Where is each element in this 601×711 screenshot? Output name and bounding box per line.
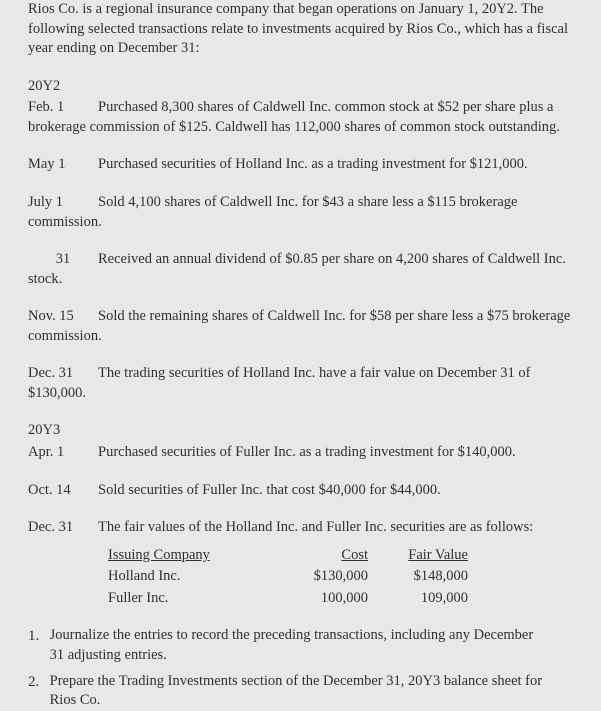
date: Oct. 14	[28, 481, 98, 501]
question-number: 2.	[28, 672, 46, 692]
entry-text: Purchased 8,300 shares of Caldwell Inc. …	[98, 99, 553, 115]
entry-text-cont: brokerage commission of $125. Caldwell h…	[28, 119, 560, 135]
entry-apr1: Apr. 1Purchased securities of Fuller Inc…	[28, 443, 573, 463]
cell: $130,000	[278, 567, 398, 587]
entry-text: Purchased securities of Fuller Inc. as a…	[98, 444, 516, 460]
question-number: 1.	[28, 626, 46, 646]
th-fair-value: Fair Value	[398, 546, 518, 566]
entry-jul1: July 1Sold 4,100 shares of Caldwell Inc.…	[28, 193, 573, 232]
date: Feb. 1	[28, 98, 98, 118]
entry-jul31: 31Received an annual dividend of $0.85 p…	[28, 250, 573, 289]
fair-value-table: Issuing Company Cost Fair Value Holland …	[108, 546, 573, 609]
cell: 100,000	[278, 589, 398, 609]
intro-paragraph: Rios Co. is a regional insurance company…	[28, 0, 573, 59]
entry-text: Sold the remaining shares of Caldwell In…	[98, 308, 570, 324]
question-1: 1. Journalize the entries to record the …	[28, 626, 573, 665]
year-20y3: 20Y3	[28, 421, 573, 441]
date: Apr. 1	[28, 443, 98, 463]
entry-text: The trading securities of Holland Inc. h…	[28, 365, 530, 401]
entry-dec31-y3: Dec. 31The fair values of the Holland In…	[28, 518, 573, 538]
question-2: 2. Prepare the Trading Investments secti…	[28, 672, 573, 711]
th-issuing-company: Issuing Company	[108, 546, 278, 566]
entry-text: The fair values of the Holland Inc. and …	[98, 519, 533, 535]
entry-text: Received an annual dividend of $0.85 per…	[98, 251, 566, 267]
entry-text: Purchased securities of Holland Inc. as …	[98, 156, 528, 172]
entry-feb1: Feb. 1Purchased 8,300 shares of Caldwell…	[28, 98, 573, 137]
entry-text-cont: stock.	[28, 271, 62, 287]
entry-text-cont: commission.	[28, 214, 102, 230]
entry-dec31-y2: Dec. 31The trading securities of Holland…	[28, 364, 573, 403]
cell: $148,000	[398, 567, 518, 587]
entry-oct14: Oct. 14Sold securities of Fuller Inc. th…	[28, 481, 573, 501]
question-text: Journalize the entries to record the pre…	[50, 626, 550, 665]
entry-text: Sold 4,100 shares of Caldwell Inc. for $…	[98, 194, 517, 210]
date: July 1	[28, 193, 98, 213]
year-20y2: 20Y2	[28, 77, 573, 97]
cell: Fuller Inc.	[108, 589, 278, 609]
cell: Holland Inc.	[108, 567, 278, 587]
date: Nov. 15	[28, 307, 98, 327]
question-text: Prepare the Trading Investments section …	[50, 672, 550, 711]
questions-list: 1. Journalize the entries to record the …	[28, 626, 573, 710]
entry-nov15: Nov. 15Sold the remaining shares of Cald…	[28, 307, 573, 346]
date: 31	[28, 250, 98, 270]
date: May 1	[28, 155, 98, 175]
date: Dec. 31	[28, 364, 98, 384]
entry-text: Sold securities of Fuller Inc. that cost…	[98, 482, 441, 498]
entry-text-cont: commission.	[28, 328, 102, 344]
date: Dec. 31	[28, 518, 98, 538]
cell: 109,000	[398, 589, 518, 609]
th-cost: Cost	[278, 546, 398, 566]
entry-may1: May 1Purchased securities of Holland Inc…	[28, 155, 573, 175]
